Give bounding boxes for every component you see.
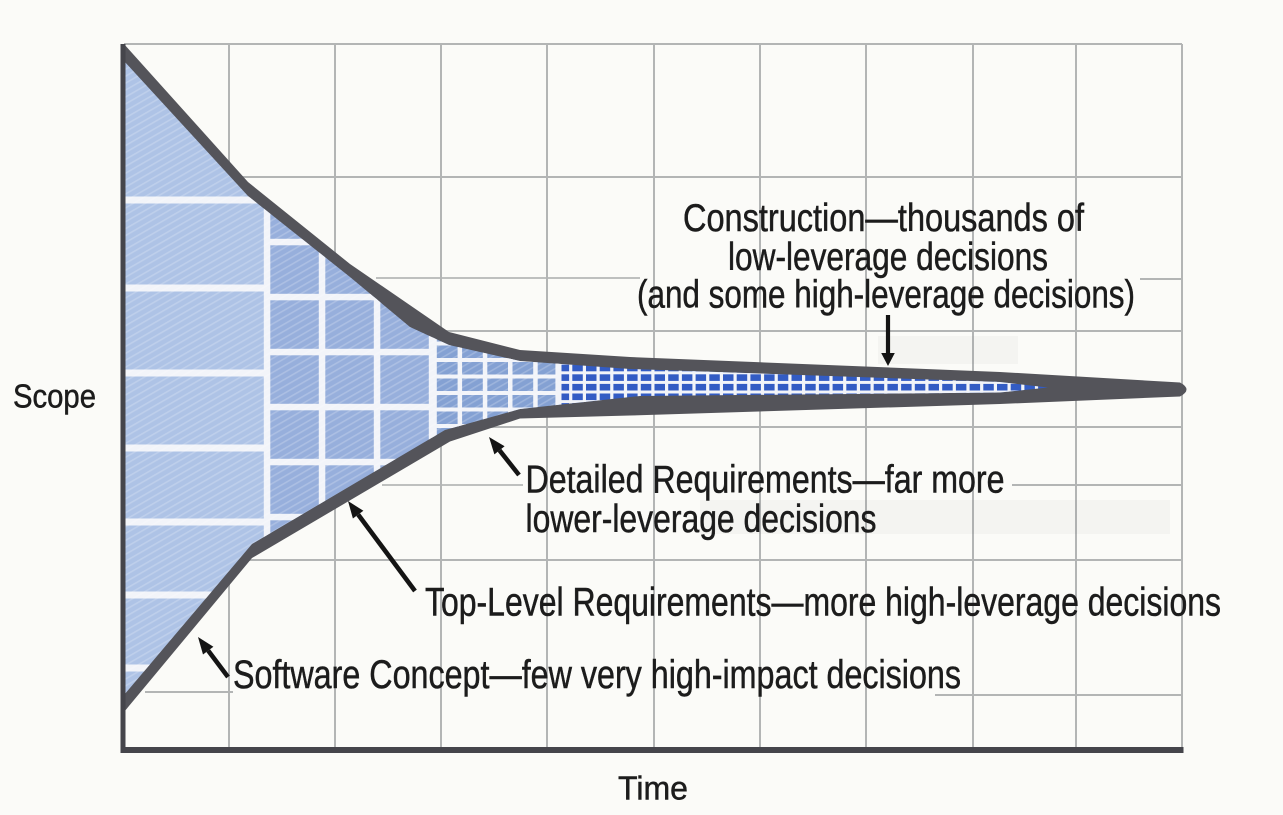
svg-text:Time: Time xyxy=(618,771,688,808)
svg-text:(and some high-leverage decisi: (and some high-leverage decisions) xyxy=(637,274,1135,317)
svg-text:Top-Level Requirements—more hi: Top-Level Requirements—more high-leverag… xyxy=(425,581,1221,625)
svg-text:Scope: Scope xyxy=(13,379,96,416)
svg-text:Software Concept—few very high: Software Concept—few very high-impact de… xyxy=(233,653,961,697)
svg-text:Detailed Requirements—far more: Detailed Requirements—far more xyxy=(526,458,1005,501)
svg-text:Construction—thousands of: Construction—thousands of xyxy=(683,197,1084,240)
svg-text:lower-leverage decisions: lower-leverage decisions xyxy=(526,498,877,541)
svg-text:low-leverage decisions: low-leverage decisions xyxy=(728,236,1048,279)
